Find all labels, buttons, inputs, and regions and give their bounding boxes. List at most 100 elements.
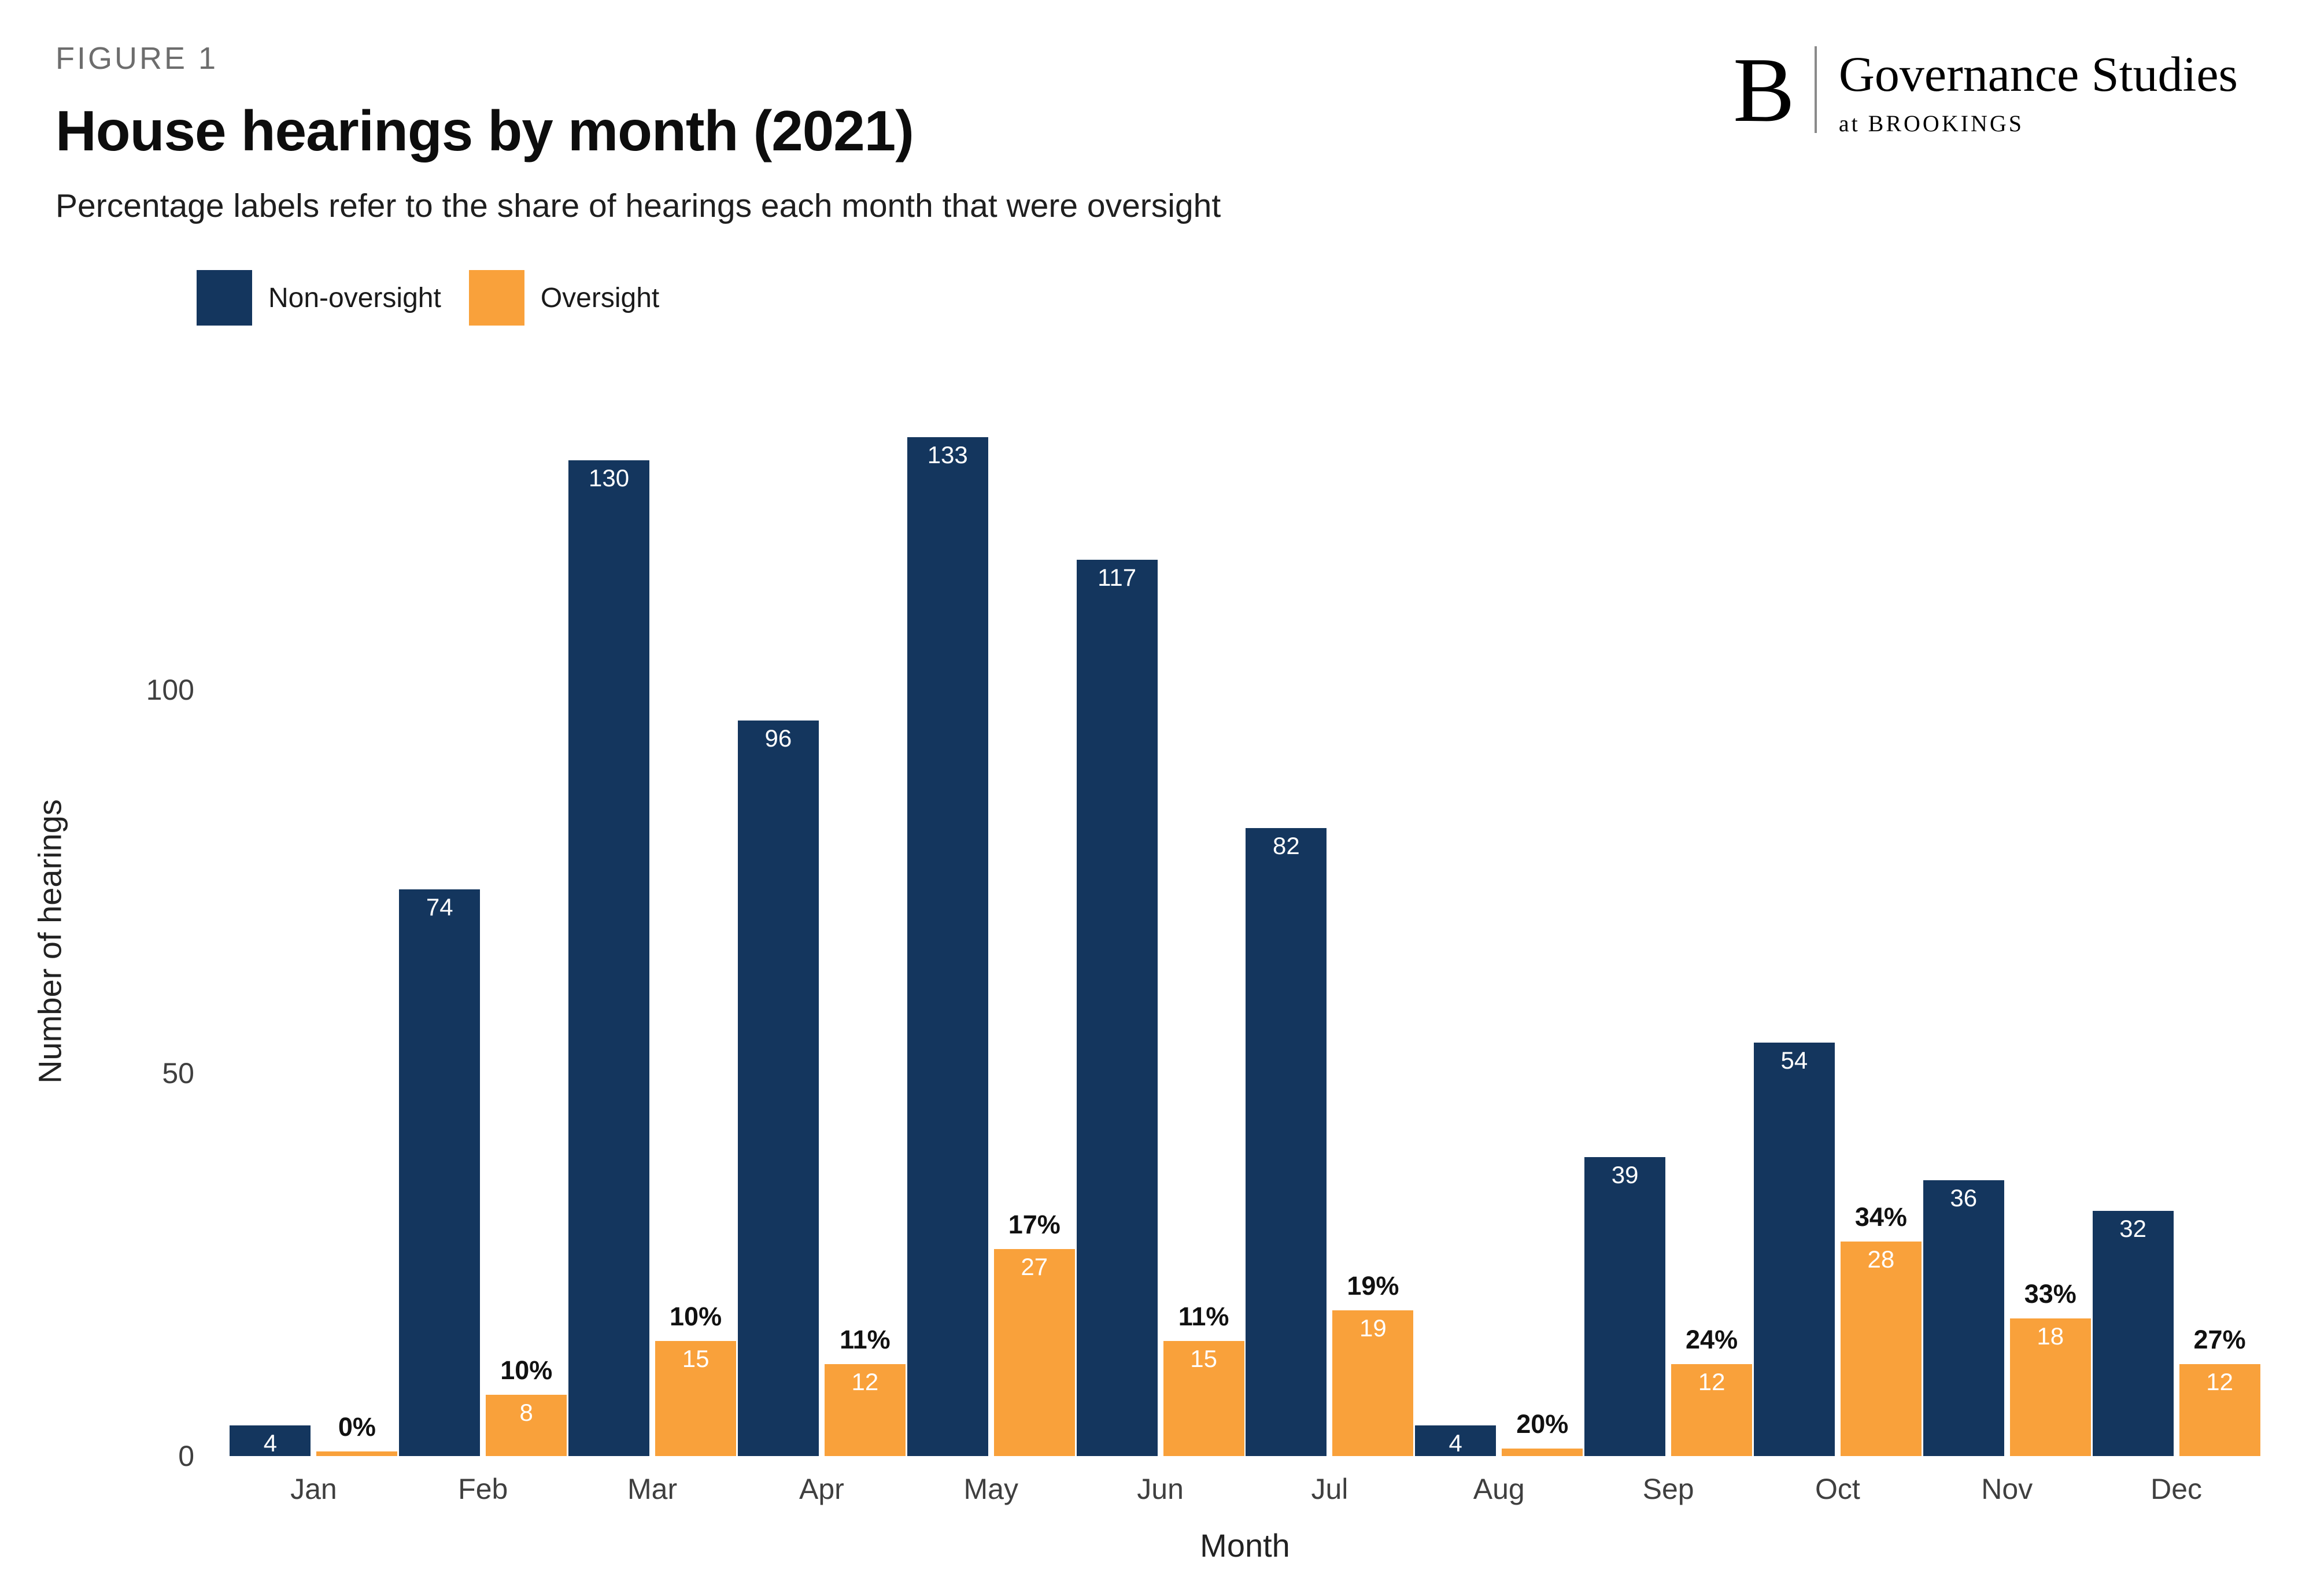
bar-oversight: 12 [2179,1364,2260,1456]
bar-value-label: 96 [764,725,792,752]
oversight-pct-label: 20% [1516,1409,1569,1439]
oversight-pct-label: 10% [670,1302,722,1332]
legend-label-non-oversight: Non-oversight [268,282,441,313]
bar-value-label: 74 [426,893,453,921]
bar-value-label: 19 [1359,1314,1387,1342]
bar-col-oversight: 24% 12 [1671,1325,1753,1456]
bar-non-oversight: 130 [568,460,650,1456]
oversight-pct-label: 11% [1178,1302,1229,1332]
legend-swatch-oversight [468,270,524,326]
oversight-pct-label: 11% [840,1325,891,1354]
bar-oversight: 12 [1671,1364,1753,1456]
bar-value-label: 28 [1867,1246,1895,1273]
y-tick-0: 0 [178,1440,194,1472]
bar-non-oversight: 32 [2092,1211,2174,1456]
bar-value-label: 54 [1780,1046,1808,1074]
bar-non-oversight: 36 [1923,1180,2004,1456]
bar-value-label: 4 [263,1429,278,1457]
bar-group-may: 133 17% 27 [906,437,1076,1456]
oversight-pct-label: 27% [2193,1325,2246,1354]
bar-group-mar: 130 10% 15 [568,460,737,1456]
bar-group-jan: 4 0% [229,1412,398,1457]
bar-value-label: 133 [927,441,968,468]
oversight-pct-label: 33% [2024,1279,2076,1309]
bar-value-label: 27 [1021,1253,1048,1281]
bar-col-oversight: 34% 28 [1840,1202,1922,1456]
legend: Non-oversight Oversight [197,270,2261,326]
plot-area: 4 0% 74 10% 8 130 10% 15 96 11% 12 133 17% 27 117 11% 15… [146,357,2261,1472]
bar-value-label: 117 [1098,563,1137,591]
bar-oversight: 15 [655,1341,737,1456]
bar-col-non-oversight: 4 [230,1425,311,1457]
bar-col-non-oversight: 39 [1584,1157,1666,1456]
x-tick-mar: Mar [627,1473,678,1505]
bar-value-label: 12 [1698,1368,1725,1395]
x-tick-nov: Nov [1981,1473,2033,1505]
x-tick-jul: Jul [1311,1473,1348,1505]
x-tick-oct: Oct [1815,1473,1860,1505]
bar-oversight: 8 [486,1395,567,1456]
oversight-pct-label: 19% [1347,1271,1399,1301]
bar-non-oversight: 74 [399,889,481,1456]
bar-col-oversight: 10% 15 [655,1302,737,1456]
bar-non-oversight: 82 [1246,827,1327,1456]
header: FIGURE 1 House hearings by month (2021) … [56,40,2261,225]
bar-value-label: 18 [2037,1322,2064,1350]
legend-swatch-non-oversight [197,270,252,326]
bar-oversight [316,1451,398,1456]
x-axis-label: Month [1200,1527,1290,1564]
y-axis-label: Number of hearings [31,799,68,1084]
bar-value-label: 15 [1190,1345,1217,1373]
logo-name: Governance Studies [1838,46,2238,102]
figure-label: FIGURE 1 [56,41,219,76]
bar-value-label: 82 [1273,832,1300,859]
legend-item-non-oversight: Non-oversight [197,270,441,326]
bar-col-non-oversight: 117 [1076,559,1158,1456]
bar-non-oversight: 4 [230,1425,311,1457]
bar-non-oversight: 117 [1076,559,1158,1456]
bar-oversight: 15 [1163,1341,1244,1456]
bar-non-oversight: 133 [907,437,988,1456]
bar-group-sep: 39 24% 12 [1584,1157,1753,1456]
bar-col-non-oversight: 130 [568,460,650,1456]
x-tick-feb: Feb [458,1473,508,1505]
bar-col-oversight: 17% 27 [993,1210,1075,1456]
bar-non-oversight: 39 [1584,1157,1666,1456]
oversight-pct-label: 34% [1854,1202,1907,1232]
bar-oversight: 28 [1840,1242,1922,1456]
bar-value-label: 39 [1611,1161,1639,1189]
plot-wrap: 4 0% 74 10% 8 130 10% 15 96 11% 12 133 17% 27 117 11% 15… [146,357,2261,1472]
bar-col-non-oversight: 82 [1246,827,1327,1456]
bar-oversight: 12 [824,1364,906,1456]
header-left: FIGURE 1 House hearings by month (2021) … [56,40,1221,225]
x-tick-sep: Sep [1642,1473,1694,1505]
bar-col-oversight: 20% [1502,1409,1583,1456]
bar-group-aug: 4 20% [1414,1409,1584,1457]
x-tick-may: May [963,1473,1018,1505]
x-tick-apr: Apr [799,1473,844,1505]
brookings-logo: B Governance Studies at BROOKINGS [1733,43,2238,137]
bar-value-label: 36 [1950,1184,1978,1211]
chart: Number of hearings 4 0% 74 10% 8 130 10% 15 96 11… [32,357,2261,1564]
bar-non-oversight: 96 [737,721,819,1456]
bar-col-non-oversight: 133 [907,437,988,1456]
legend-label-oversight: Oversight [540,282,660,313]
x-tick-jun: Jun [1137,1473,1184,1505]
bar-group-feb: 74 10% 8 [398,889,568,1456]
y-tick-100: 100 [146,674,194,706]
bar-col-oversight: 27% 12 [2179,1325,2260,1456]
oversight-pct-label: 17% [1008,1210,1061,1240]
oversight-pct-label: 24% [1686,1325,1738,1354]
bar-col-non-oversight: 36 [1923,1180,2004,1456]
x-tick-aug: Aug [1473,1473,1525,1505]
bar-group-apr: 96 11% 12 [737,721,907,1456]
bar-col-non-oversight: 32 [2092,1211,2174,1456]
bar-col-non-oversight: 4 [1415,1425,1497,1457]
bar-col-oversight: 11% 15 [1163,1302,1244,1456]
bar-col-oversight: 0% [316,1412,398,1456]
bar-group-jul: 82 19% 19 [1245,827,1414,1456]
bar-col-oversight: 19% 19 [1332,1271,1414,1456]
y-tick-50: 50 [162,1056,194,1089]
x-tick-dec: Dec [2151,1473,2203,1505]
